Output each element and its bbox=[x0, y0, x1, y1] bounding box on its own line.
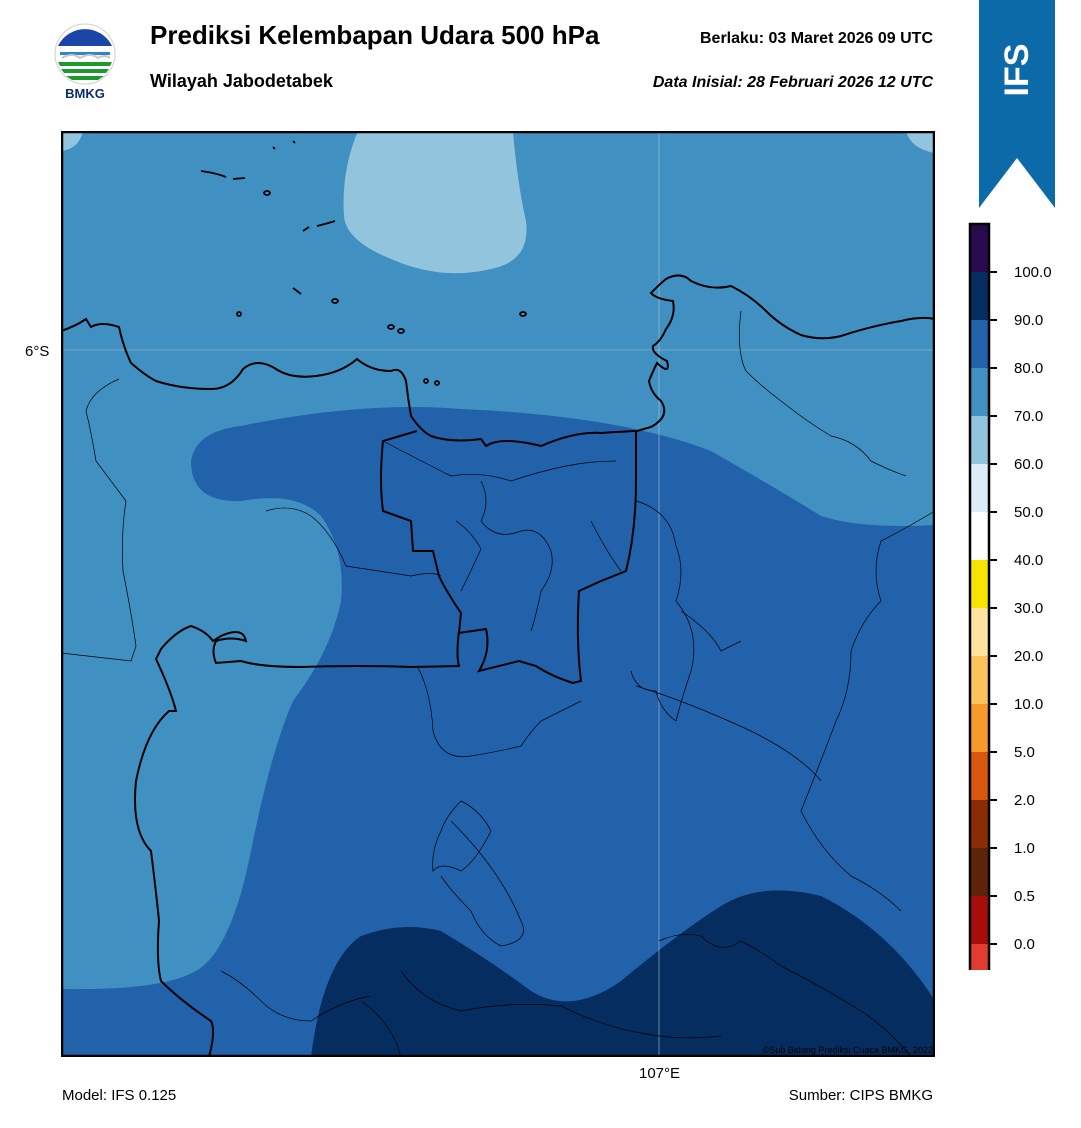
colorbar-label: 100.0 bbox=[1014, 264, 1052, 281]
colorbar-swatch bbox=[970, 368, 989, 416]
region-subtitle: Wilayah Jabodetabek bbox=[150, 71, 333, 91]
zone-60-70-corner-left bbox=[61, 131, 83, 151]
district-boundaries bbox=[61, 310, 935, 1057]
colorbar-swatch bbox=[970, 800, 989, 848]
colorbar-label: 2.0 bbox=[1014, 792, 1035, 809]
page-title: Prediksi Kelembapan Udara 500 hPa bbox=[150, 20, 600, 50]
province-boundaries bbox=[134, 430, 637, 1057]
logo-text: BMKG bbox=[65, 86, 105, 101]
thousand-islands bbox=[200, 140, 527, 386]
colorbar-label: 30.0 bbox=[1014, 600, 1043, 617]
colorbar-label: 40.0 bbox=[1014, 552, 1043, 569]
colorbar-label: 90.0 bbox=[1014, 312, 1043, 329]
longitude-label: 107°E bbox=[639, 1065, 681, 1082]
zone-60-70-corner-right bbox=[906, 131, 935, 153]
colorbar-swatch bbox=[970, 944, 989, 970]
colorbar-swatch bbox=[970, 656, 989, 704]
colorbar-swatch bbox=[970, 320, 989, 368]
colorbar-swatch bbox=[970, 752, 989, 800]
humidity-map: ©Sub Bidang Prediksi Cuaca BMKG, 2022 bbox=[61, 131, 935, 1057]
banner-text: IFS bbox=[998, 44, 1036, 97]
model-label: Model: IFS 0.125 bbox=[62, 1087, 177, 1104]
map-credit: ©Sub Bidang Prediksi Cuaca BMKG, 2022 bbox=[763, 1045, 933, 1055]
colorbar-label: 0.0 bbox=[1014, 936, 1035, 953]
colorbar-swatch bbox=[970, 224, 989, 272]
colorbar-swatch bbox=[970, 416, 989, 464]
colorbar-label: 0.5 bbox=[1014, 888, 1035, 905]
colorbar-label: 70.0 bbox=[1014, 408, 1043, 425]
colorbar-swatch bbox=[970, 560, 989, 608]
colorbar-label: 60.0 bbox=[1014, 456, 1043, 473]
latitude-label: 6°S bbox=[25, 343, 50, 360]
colorbar-swatch bbox=[970, 848, 989, 896]
bmkg-logo-icon: BMKG bbox=[54, 23, 116, 101]
colorbar-legend: 100.0 90.0 80.0 70.0 60.0 50.0 40.0 30.0 20.0 10.… bbox=[968, 222, 1052, 970]
colorbar-label: 50.0 bbox=[1014, 504, 1043, 521]
colorbar-label: 80.0 bbox=[1014, 360, 1043, 377]
colorbar-swatch bbox=[970, 272, 989, 320]
colorbar-label: 5.0 bbox=[1014, 744, 1035, 761]
initial-time: Data Inisial: 28 Februari 2026 12 UTC bbox=[652, 74, 933, 91]
coastline bbox=[61, 274, 935, 448]
colorbar-swatch bbox=[970, 608, 989, 656]
colorbar-label: 10.0 bbox=[1014, 696, 1043, 713]
ifs-banner: IFS bbox=[979, 0, 1055, 208]
valid-time: Berlaku: 03 Maret 2026 09 UTC bbox=[700, 30, 933, 47]
colorbar-label: 20.0 bbox=[1014, 648, 1043, 665]
zone-90-100 bbox=[311, 890, 935, 1057]
zone-80-90 bbox=[61, 407, 935, 1057]
source-label: Sumber: CIPS BMKG bbox=[788, 1087, 933, 1104]
colorbar-swatch bbox=[970, 512, 989, 560]
zone-60-70 bbox=[343, 131, 527, 274]
colorbar-swatch bbox=[970, 896, 989, 944]
colorbar-label: 1.0 bbox=[1014, 840, 1035, 857]
colorbar-swatch bbox=[970, 464, 989, 512]
colorbar-swatch bbox=[970, 704, 989, 752]
